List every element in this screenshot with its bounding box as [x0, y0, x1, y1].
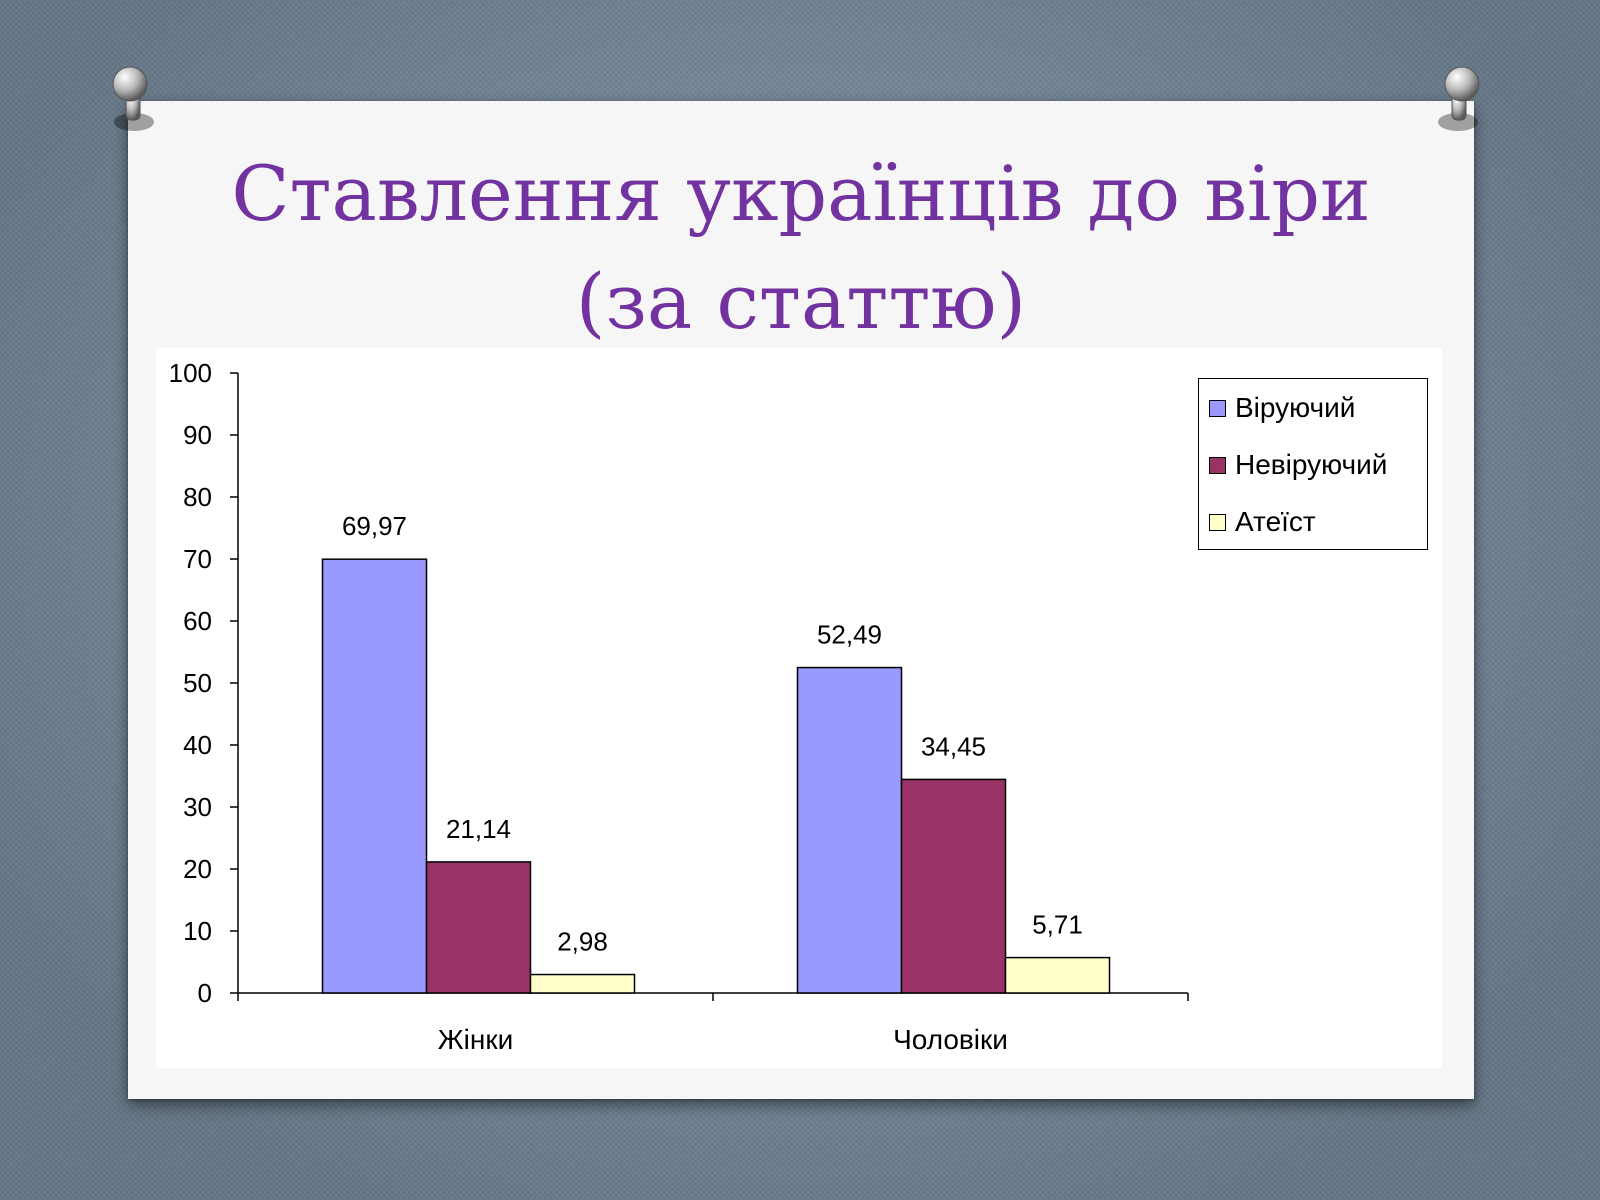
legend-swatch	[1209, 513, 1226, 531]
slide-title-line-1: Ставлення українців до віри	[231, 149, 1371, 238]
bar-2-2	[900, 778, 1007, 994]
data-label: 2,98	[557, 927, 608, 957]
y-tick-label: 50	[183, 668, 212, 698]
legend-swatch	[1209, 399, 1226, 417]
bar-2-1	[425, 861, 532, 994]
bar-3-2	[1004, 956, 1111, 994]
y-tick-label: 80	[183, 482, 212, 512]
data-label: 69,97	[342, 511, 407, 541]
y-tick-label: 40	[183, 730, 212, 760]
data-label: 5,71	[1032, 910, 1083, 940]
y-tick-label: 60	[183, 606, 212, 636]
legend-item: Атеїст	[1209, 506, 1316, 537]
slide-title: Ставлення українців до віри (за статтю)	[128, 140, 1474, 356]
y-tick-label: 30	[183, 792, 212, 822]
slide-title-line-2: (за статтю)	[575, 257, 1027, 346]
y-tick-label: 0	[198, 978, 212, 1008]
pushpin-right-icon	[1438, 66, 1480, 131]
y-tick-label: 100	[169, 358, 212, 388]
legend-swatch	[1209, 456, 1226, 474]
bar-1-1	[321, 558, 428, 994]
legend-label: Атеїст	[1235, 506, 1316, 537]
chart-legend: Віруючий Невіруючий Атеїст	[1198, 378, 1428, 550]
bar-chart: 0 10 20 30 40 50 60 70 80 90 100 69,97 21,14 2,98 Жінк…	[169, 358, 1189, 1055]
legend-label: Віруючий	[1235, 392, 1356, 423]
data-label: 21,14	[446, 814, 511, 844]
chart-area: 0 10 20 30 40 50 60 70 80 90 100 69,97 21,14 2,98 Жінк…	[156, 348, 1442, 1068]
pushpin-left-icon	[112, 66, 154, 131]
bar-3-1	[529, 973, 636, 994]
legend-item: Віруючий	[1209, 392, 1356, 423]
data-label: 52,49	[817, 620, 882, 650]
data-label: 34,45	[921, 731, 986, 761]
x-category-label: Чоловіки	[893, 1024, 1008, 1055]
y-tick-label: 20	[183, 854, 212, 884]
y-tick-label: 10	[183, 916, 212, 946]
y-tick-label: 70	[183, 544, 212, 574]
bar-1-2	[796, 666, 903, 994]
y-tick-label: 90	[183, 420, 212, 450]
legend-label: Невіруючий	[1235, 449, 1388, 480]
x-category-label: Жінки	[438, 1024, 513, 1055]
legend-item: Невіруючий	[1209, 449, 1388, 480]
